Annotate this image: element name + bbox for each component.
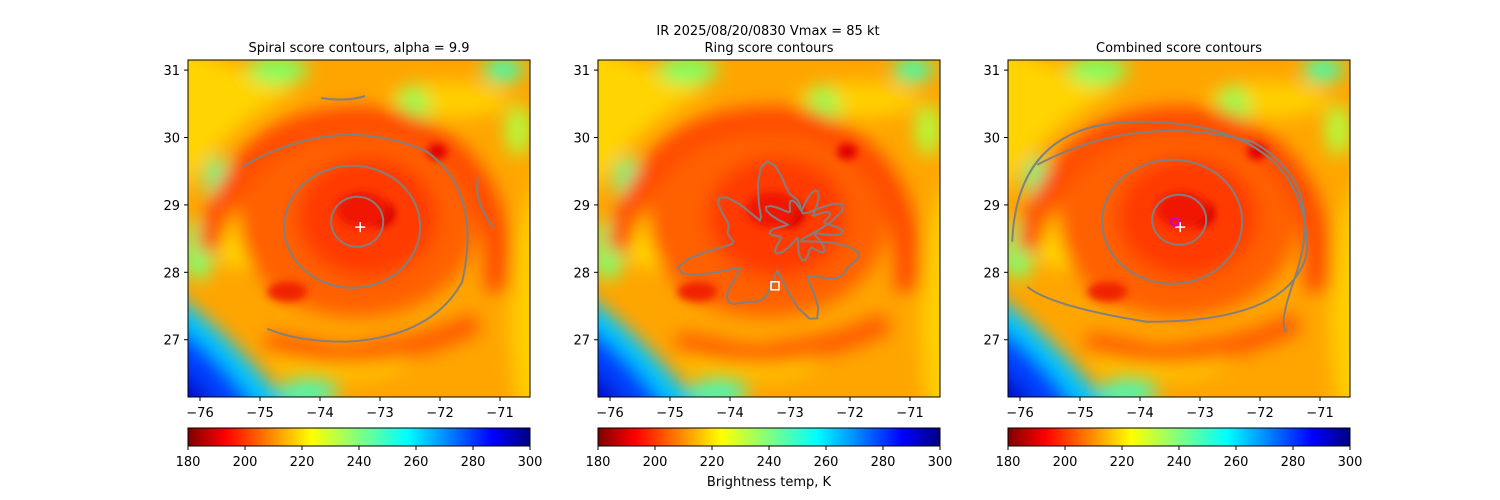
panel-1: Spiral score contours, alpha = 9.9 −76 −75… — [163, 41, 543, 470]
colorbar-gradient — [597, 427, 941, 447]
x-tick-label: −72 — [426, 406, 453, 421]
colorbar-tick-label: 220 — [700, 455, 725, 470]
y-tick-label: 29 — [983, 199, 1000, 214]
ir-brightness-heatmap — [1008, 60, 1350, 397]
score-contours — [677, 160, 860, 320]
center-plus-marker — [1175, 222, 1186, 233]
axes-frame — [1007, 59, 1351, 398]
y-tick-label: 31 — [983, 64, 1000, 79]
panel-title: Ring score contours — [704, 41, 833, 56]
x-tick-label: −75 — [1066, 406, 1093, 421]
x-tick-label: −73 — [366, 406, 393, 421]
x-tick-label: −72 — [1246, 406, 1273, 421]
colorbar-tick-label: 200 — [643, 455, 668, 470]
x-tick-label: −75 — [656, 406, 683, 421]
center-plus-marker — [355, 222, 366, 233]
y-tick-label: 30 — [573, 132, 590, 147]
colorbar-gradient — [1007, 427, 1351, 447]
x-tick-label: −76 — [186, 406, 213, 421]
axes-frame — [187, 59, 531, 398]
colorbar: 180 200 220 240 260 280 300 — [996, 427, 1363, 470]
y-tick-label: 30 — [983, 132, 1000, 147]
contour-line — [241, 133, 469, 343]
panel-title: Combined score contours — [1096, 41, 1262, 56]
center-circle-marker — [1169, 216, 1180, 227]
x-tick-label: −74 — [1126, 406, 1153, 421]
ir-brightness-heatmap — [598, 60, 940, 397]
center-square-marker — [770, 281, 780, 291]
score-contours — [241, 95, 494, 343]
y-tick-label: 28 — [983, 266, 1000, 281]
y-tick-label: 28 — [163, 266, 180, 281]
y-tick-label: 29 — [573, 199, 590, 214]
x-tick-label: −71 — [896, 406, 923, 421]
colorbar-tick-label: 180 — [586, 455, 611, 470]
colorbar-tick-label: 280 — [1281, 455, 1306, 470]
colorbar-tick-label: 200 — [1053, 455, 1078, 470]
contour-line — [283, 164, 422, 289]
x-tick-label: −73 — [776, 406, 803, 421]
ir-brightness-heatmap — [188, 60, 530, 397]
y-tick-label: 27 — [163, 334, 180, 349]
colorbar-tick-label: 280 — [461, 455, 486, 470]
x-tick-label: −76 — [1006, 406, 1033, 421]
colorbar-tick-label: 240 — [757, 455, 782, 470]
colorbar-tick-label: 300 — [1338, 455, 1363, 470]
colorbar-tick-label: 220 — [290, 455, 315, 470]
panel-3: Combined score contours −76 −75 −74 −73 −72 −7… — [983, 41, 1363, 470]
colorbar-tick-label: 180 — [996, 455, 1021, 470]
colorbar-tick-label: 220 — [1110, 455, 1135, 470]
x-tick-label: −74 — [306, 406, 333, 421]
y-tick-label: 31 — [573, 64, 590, 79]
contour-line — [320, 95, 366, 101]
colorbar-tick-label: 260 — [404, 455, 429, 470]
colorbar: 180 200 220 240 260 280 300 — [176, 427, 543, 470]
colorbar-tick-label: 280 — [871, 455, 896, 470]
y-tick-label: 30 — [163, 132, 180, 147]
colorbar-tick-label: 300 — [518, 455, 543, 470]
colorbar-tick-label: 180 — [176, 455, 201, 470]
contour-line — [330, 195, 385, 248]
x-tick-label: −71 — [486, 406, 513, 421]
x-tick-label: −75 — [246, 406, 273, 421]
colorbar-tick-label: 200 — [233, 455, 258, 470]
contour-line — [1151, 193, 1208, 246]
contour-line — [1011, 120, 1309, 323]
y-tick-label: 27 — [983, 334, 1000, 349]
colorbar-tick-label: 260 — [814, 455, 839, 470]
x-tick-label: −73 — [1186, 406, 1213, 421]
colorbar-tick-label: 240 — [1167, 455, 1192, 470]
panel-title: Spiral score contours, alpha = 9.9 — [248, 41, 469, 56]
panel-2: Ring score contours −76 −75 −74 −73 −72 −71 27 2… — [573, 41, 953, 470]
colorbar-tick-label: 300 — [928, 455, 953, 470]
contour-line — [1101, 158, 1244, 285]
x-tick-label: −72 — [836, 406, 863, 421]
x-tick-label: −74 — [716, 406, 743, 421]
colorbar: 180 200 220 240 260 280 300 — [586, 427, 953, 470]
contour-line — [476, 177, 494, 228]
colorbar-tick-label: 240 — [347, 455, 372, 470]
contour-line — [765, 189, 845, 262]
suptitle: IR 2025/08/20/0830 Vmax = 85 kt — [656, 24, 879, 39]
colorbar-label: Brightness temp, K — [707, 475, 832, 490]
x-tick-label: −71 — [1306, 406, 1333, 421]
colorbar-gradient — [187, 427, 531, 447]
y-tick-label: 28 — [573, 266, 590, 281]
y-tick-label: 31 — [163, 64, 180, 79]
colorbar-tick-label: 260 — [1224, 455, 1249, 470]
axes-frame — [597, 59, 941, 398]
y-tick-label: 27 — [573, 334, 590, 349]
x-tick-label: −76 — [596, 406, 623, 421]
y-tick-label: 29 — [163, 199, 180, 214]
